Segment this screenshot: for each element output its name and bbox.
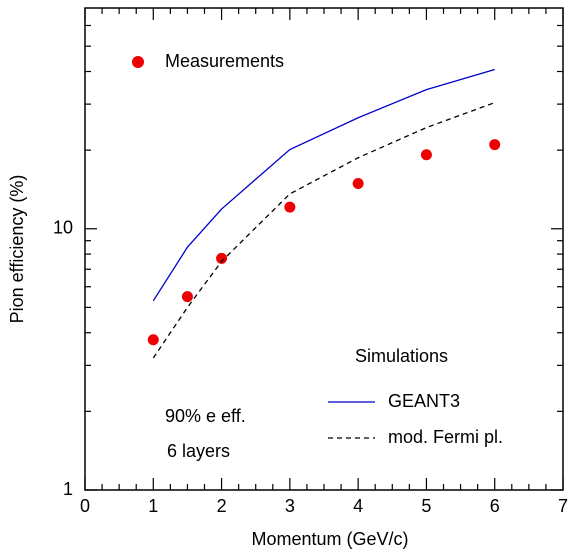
plot-frame bbox=[84, 7, 564, 491]
x-tick-label: 2 bbox=[217, 496, 227, 516]
x-axis-label: Momentum (GeV/c) bbox=[251, 529, 408, 549]
y-tick-label: 10 bbox=[53, 218, 73, 238]
data-point bbox=[420, 149, 432, 161]
x-tick-label: 4 bbox=[353, 496, 363, 516]
data-point bbox=[147, 334, 159, 346]
data-point bbox=[352, 178, 364, 190]
x-tick-label: 3 bbox=[285, 496, 295, 516]
x-tick-label: 6 bbox=[490, 496, 500, 516]
data-point bbox=[284, 201, 296, 213]
series-line bbox=[152, 68, 495, 302]
annotation: 90% e eff. bbox=[165, 406, 246, 426]
y-tick-label: 1 bbox=[63, 479, 73, 499]
series-line bbox=[152, 102, 495, 359]
legend-marker bbox=[132, 56, 144, 68]
x-tick-label: 5 bbox=[421, 496, 431, 516]
legend-label: GEANT3 bbox=[388, 391, 460, 411]
x-tick-label: 0 bbox=[80, 496, 90, 516]
x-tick-label: 1 bbox=[148, 496, 158, 516]
legend-label: mod. Fermi pl. bbox=[388, 427, 503, 447]
data-point bbox=[489, 139, 501, 151]
annotation: 6 layers bbox=[167, 441, 230, 461]
data-point bbox=[181, 291, 193, 303]
x-tick-label: 7 bbox=[558, 496, 568, 516]
legend-title: Simulations bbox=[355, 346, 448, 366]
legend-label: Measurements bbox=[165, 51, 284, 71]
y-axis-label: Pion efficiency (%) bbox=[7, 175, 27, 324]
data-point bbox=[216, 252, 228, 264]
